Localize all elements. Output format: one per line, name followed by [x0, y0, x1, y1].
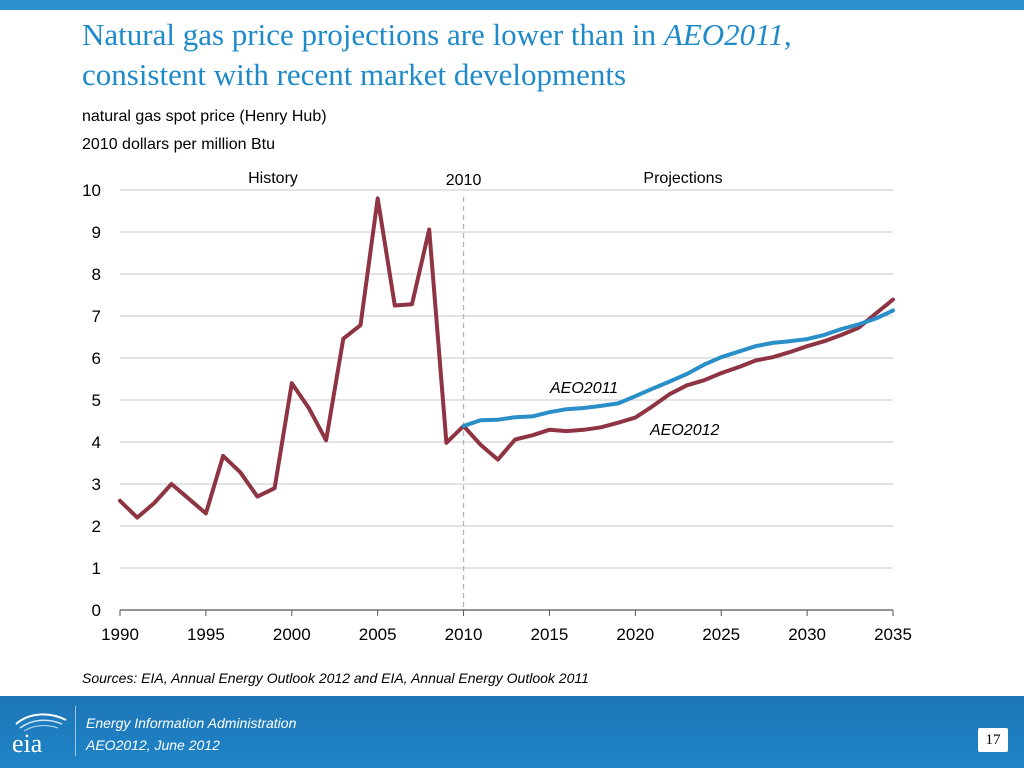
y-tick-label-1: 1 [92, 559, 101, 578]
y-tick-label-9: 9 [92, 223, 101, 242]
x-tick-label-2015: 2015 [531, 625, 569, 644]
series-label-aeo2011: AEO2011 [549, 380, 618, 397]
series-line-aeo2012 [118, 196, 895, 520]
region-label-2010: 2010 [446, 172, 482, 189]
title-italic: AEO2011, [663, 17, 792, 52]
footer-report-date: AEO2012, June 2012 [86, 737, 220, 753]
x-tick-label-2030: 2030 [788, 625, 826, 644]
x-tick-label-2020: 2020 [616, 625, 654, 644]
x-tick-label-2035: 2035 [874, 625, 912, 644]
y-tick-label-0: 0 [92, 601, 101, 620]
x-tick-label-2000: 2000 [273, 625, 311, 644]
footer-divider [75, 706, 76, 756]
page-number: 17 [978, 728, 1008, 752]
y-tick-label-6: 6 [92, 349, 101, 368]
series-line-aeo2011 [461, 308, 895, 428]
eia-logo-icon: eia [12, 713, 67, 758]
series-lines [118, 196, 895, 520]
grid-lines [120, 189, 893, 569]
sources-note: Sources: EIA, Annual Energy Outlook 2012… [82, 670, 589, 686]
y-tick-label-4: 4 [92, 433, 101, 452]
footer-org-name: Energy Information Administration [86, 715, 297, 731]
y-tick-label-10: 10 [82, 181, 101, 200]
region-label-history: History [248, 170, 298, 187]
chart-subtitle-units: 2010 dollars per million Btu [82, 136, 275, 153]
x-tick-label-1990: 1990 [101, 625, 139, 644]
x-tick-label-2005: 2005 [359, 625, 397, 644]
top-accent-bar [0, 0, 1024, 10]
x-tick-label-2010: 2010 [445, 625, 483, 644]
region-label-projections: Projections [643, 170, 722, 187]
svg-text:eia: eia [12, 729, 43, 758]
y-tick-label-3: 3 [92, 475, 101, 494]
y-tick-label-8: 8 [92, 265, 101, 284]
axes: 0 1 2 3 4 5 6 7 8 9 10 1990 1995 2000 2005 2010 2015 2020… [82, 181, 912, 644]
x-tick-label-1995: 1995 [187, 625, 225, 644]
price-line-chart: 0 1 2 3 4 5 6 7 8 9 10 1990 1995 2000 2005 2010 2015 2020… [82, 170, 912, 644]
y-tick-label-5: 5 [92, 391, 101, 410]
chart-labels: History 2010 Projections AEO2011 AEO2012 [248, 170, 722, 439]
title-part2: consistent with recent market developmen… [82, 57, 627, 92]
x-tick-label-2025: 2025 [702, 625, 740, 644]
footer-bar: eia Energy Information Administration AE… [0, 696, 1024, 768]
y-tick-label-2: 2 [92, 517, 101, 536]
y-tick-label-7: 7 [92, 307, 101, 326]
chart-subtitle-series: natural gas spot price (Henry Hub) [82, 108, 327, 125]
series-label-aeo2012: AEO2012 [649, 422, 719, 439]
slide-title: Natural gas price projections are lower … [82, 15, 1002, 95]
title-part1: Natural gas price projections are lower … [82, 17, 664, 52]
